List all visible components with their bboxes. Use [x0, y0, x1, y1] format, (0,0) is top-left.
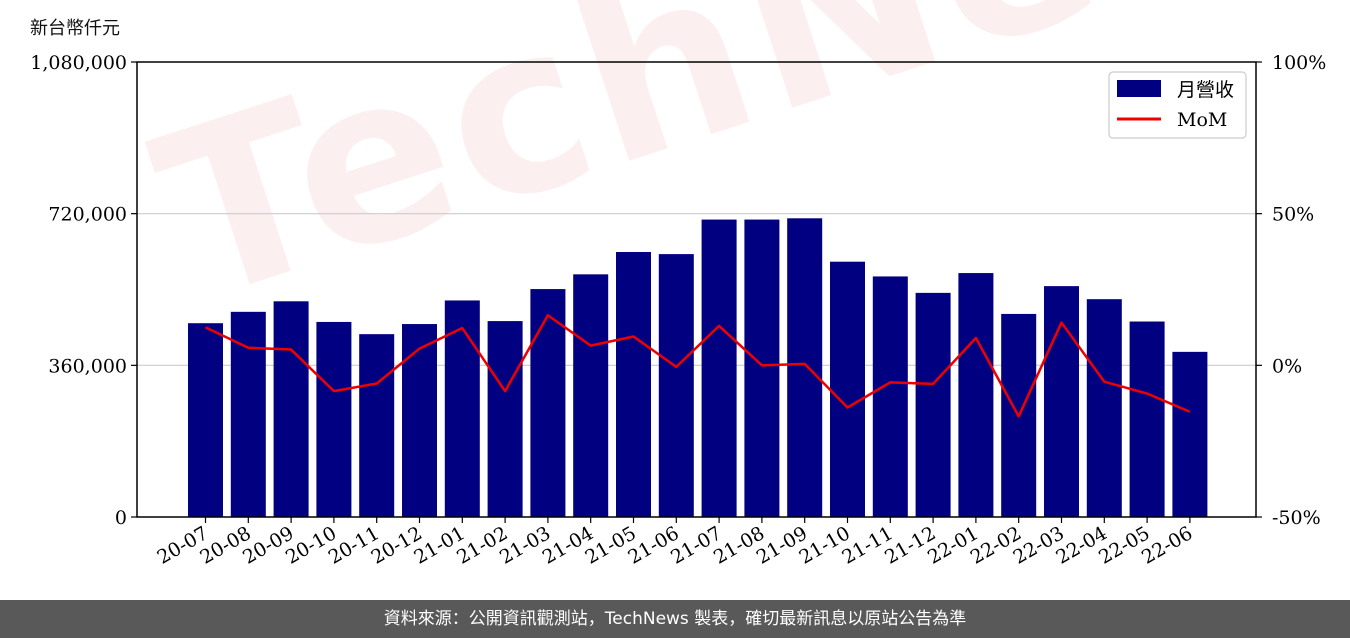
plot-frame — [136, 61, 1257, 518]
chart: 0360,000720,0001,080,000-50%0%50%100%20-… — [30, 52, 1326, 569]
y-right-tick-label: 50% — [1272, 204, 1314, 226]
bar — [787, 218, 823, 518]
y-left-tick-label: 0 — [115, 507, 127, 529]
bar — [701, 219, 737, 517]
bar — [958, 273, 994, 517]
bar — [1129, 321, 1165, 517]
y-right-tick-label: 0% — [1272, 355, 1302, 377]
bar — [402, 324, 437, 517]
bar — [573, 274, 609, 517]
legend-label-mom: MoM — [1177, 109, 1227, 131]
bar — [273, 301, 309, 517]
bar — [830, 261, 865, 517]
bar — [1172, 351, 1208, 517]
bar — [744, 219, 780, 517]
bar — [359, 334, 395, 517]
bar — [1086, 299, 1122, 517]
y-left-tick-label: 360,000 — [48, 355, 127, 377]
bar — [658, 254, 694, 517]
y-right-tick-label: 100% — [1272, 52, 1326, 74]
bar — [444, 300, 480, 517]
bar — [530, 289, 566, 517]
y-axis-unit-label: 新台幣仟元 — [30, 18, 120, 39]
legend: 月營收 MoM — [1108, 71, 1247, 139]
y-left-tick-label: 720,000 — [48, 204, 127, 226]
bar — [915, 292, 951, 517]
bar — [230, 311, 266, 517]
bar — [188, 323, 223, 517]
x-tick-label: 22-06 — [1138, 522, 1196, 568]
legend-label-revenue: 月營收 — [1177, 79, 1234, 101]
y-right-tick-label: -50% — [1272, 507, 1321, 529]
footer-source-note: 資料來源：公開資訊觀測站，TechNews 製表，確切最新訊息以原站公告為準 — [0, 600, 1350, 638]
bar — [616, 252, 651, 517]
bar — [487, 321, 523, 517]
bar — [1044, 286, 1079, 517]
mom-line — [204, 314, 1191, 418]
legend-swatch-bar — [1117, 80, 1161, 97]
y-left-tick-label: 1,080,000 — [30, 52, 127, 74]
bar — [316, 321, 352, 517]
bar — [872, 276, 908, 517]
